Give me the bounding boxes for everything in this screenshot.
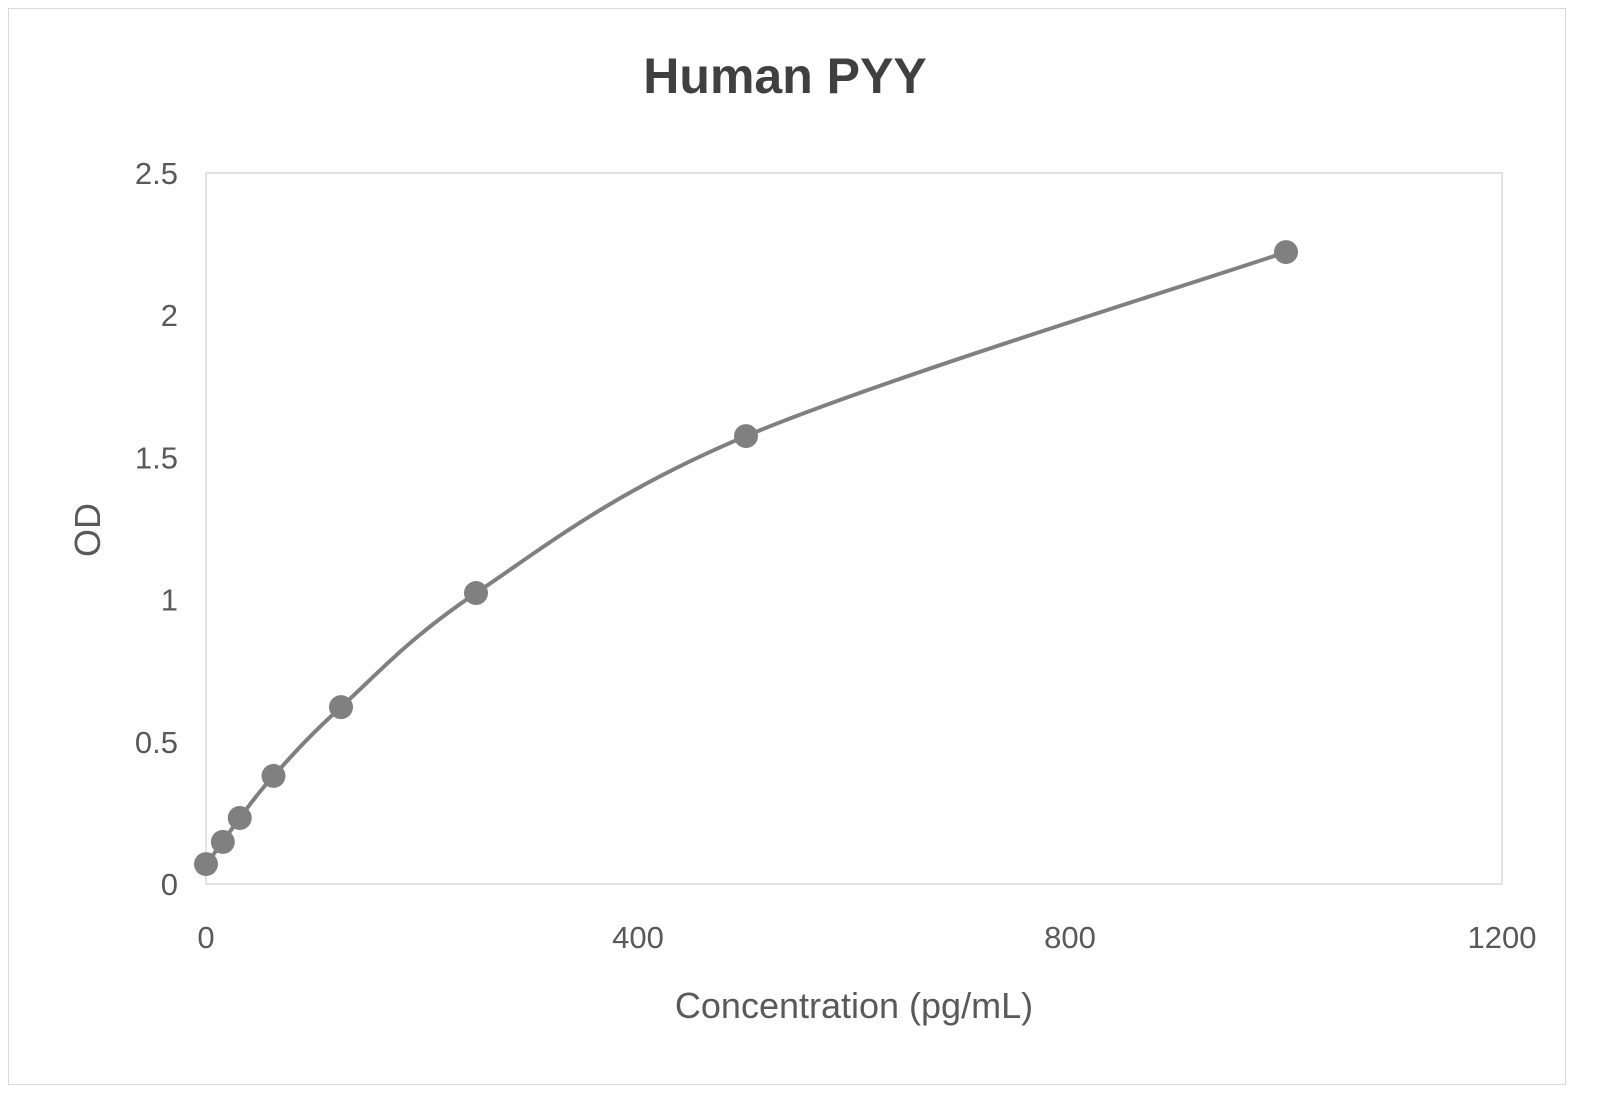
x-tick-label: 0 [197, 920, 214, 955]
data-point [464, 581, 488, 606]
data-point [1274, 240, 1298, 265]
chart-title: Human PYY [643, 48, 926, 104]
x-axis-title: Concentration (pg/mL) [675, 985, 1033, 1026]
y-tick-label: 2.5 [135, 156, 178, 191]
y-tick-label: 2 [161, 298, 178, 333]
x-tick-label: 400 [612, 920, 664, 955]
y-axis-title: OD [67, 503, 108, 557]
y-tick-label: 0.5 [135, 725, 178, 760]
data-point [227, 806, 252, 831]
data-point [210, 829, 235, 854]
series-line [204, 250, 1287, 866]
chart-frame [8, 8, 1566, 1085]
x-tick-label: 1200 [1468, 920, 1537, 955]
data-point [261, 763, 286, 788]
y-tick-label: 1 [161, 583, 178, 618]
x-tick-label: 800 [1044, 920, 1096, 955]
data-point [194, 852, 218, 877]
plot-area [205, 172, 1503, 885]
y-tick-label: 1.5 [135, 440, 178, 475]
y-tick-label: 0 [161, 867, 178, 902]
data-point [734, 424, 758, 449]
data-point [329, 695, 353, 720]
